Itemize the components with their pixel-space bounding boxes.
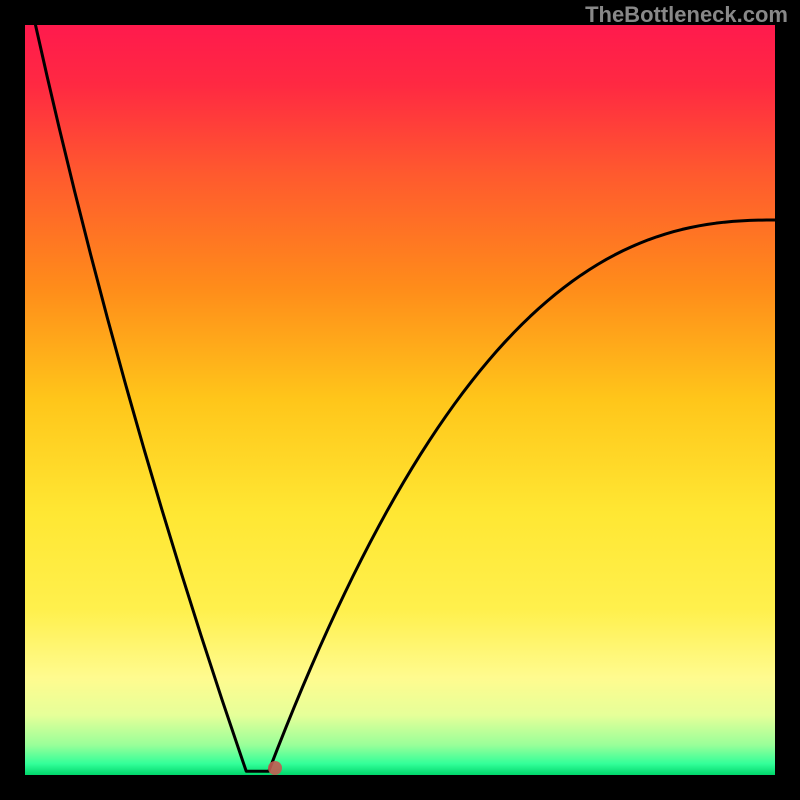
chart-container: TheBottleneck.com	[0, 0, 800, 800]
minimum-marker	[268, 761, 282, 775]
curve-svg	[25, 25, 775, 775]
watermark-text: TheBottleneck.com	[585, 2, 788, 28]
plot-area	[25, 25, 775, 775]
bottleneck-curve	[36, 25, 776, 771]
